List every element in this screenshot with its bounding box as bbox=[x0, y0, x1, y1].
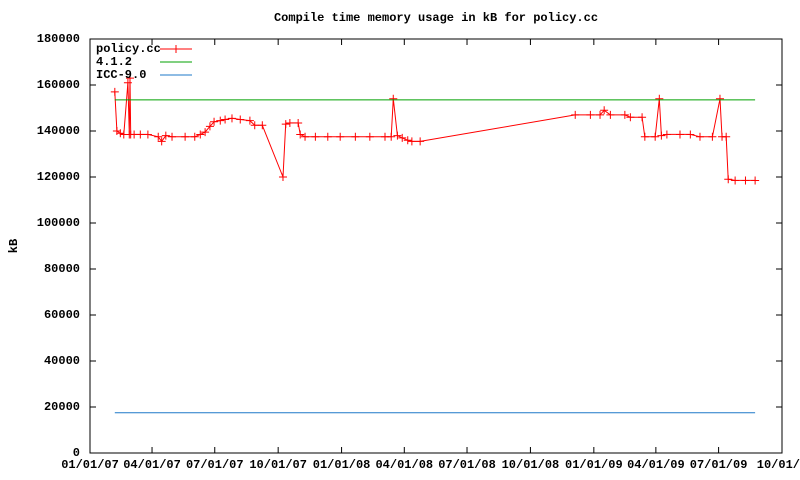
x-tick-label: 10/01/0 bbox=[757, 458, 800, 472]
point-marker bbox=[393, 131, 402, 140]
point-marker bbox=[216, 116, 225, 125]
point-marker bbox=[116, 129, 125, 138]
legend-label: 4.1.2 bbox=[96, 55, 132, 69]
point-marker bbox=[640, 132, 649, 141]
point-marker bbox=[210, 117, 219, 126]
point-marker bbox=[724, 175, 733, 184]
y-tick-label: 120000 bbox=[37, 170, 80, 184]
point-marker bbox=[586, 110, 595, 119]
point-marker bbox=[258, 121, 267, 130]
point-marker bbox=[154, 132, 163, 141]
point-marker bbox=[675, 130, 684, 139]
point-marker bbox=[606, 110, 615, 119]
x-tick-label: 10/01/08 bbox=[502, 458, 560, 472]
point-marker bbox=[722, 132, 731, 141]
point-marker bbox=[143, 130, 152, 139]
point-marker bbox=[311, 132, 320, 141]
series-line bbox=[114, 78, 756, 181]
point-marker bbox=[181, 132, 190, 141]
y-tick-label: 60000 bbox=[44, 308, 80, 322]
x-tick-label: 04/01/09 bbox=[627, 458, 685, 472]
point-marker bbox=[403, 136, 412, 145]
y-tick-label: 80000 bbox=[44, 262, 80, 276]
y-tick-label: 160000 bbox=[37, 78, 80, 92]
point-marker bbox=[751, 176, 760, 185]
point-marker bbox=[278, 173, 287, 181]
point-marker bbox=[741, 176, 750, 185]
point-marker bbox=[296, 130, 305, 139]
point-marker bbox=[571, 110, 580, 119]
point-marker bbox=[110, 87, 119, 96]
y-tick-label: 40000 bbox=[44, 354, 80, 368]
point-marker bbox=[336, 132, 345, 141]
point-marker bbox=[123, 78, 132, 87]
y-tick-label: 20000 bbox=[44, 400, 80, 414]
legend-swatch bbox=[172, 45, 180, 53]
point-marker bbox=[294, 118, 303, 127]
point-marker bbox=[596, 110, 605, 119]
point-marker bbox=[227, 114, 236, 123]
point-marker bbox=[389, 94, 398, 103]
point-marker bbox=[657, 131, 666, 140]
y-tick-label: 0 bbox=[73, 446, 80, 460]
x-tick-label: 10/01/07 bbox=[249, 458, 307, 472]
y-axis-label: kB bbox=[7, 239, 21, 253]
point-marker bbox=[731, 176, 740, 185]
point-marker bbox=[620, 110, 629, 119]
point-marker bbox=[655, 94, 664, 103]
legend-label: policy.cc bbox=[96, 42, 161, 56]
point-marker bbox=[236, 115, 245, 124]
point-marker bbox=[201, 128, 210, 137]
point-marker bbox=[695, 132, 704, 141]
point-marker bbox=[196, 130, 205, 139]
x-tick-label: 07/01/09 bbox=[690, 458, 748, 472]
point-marker bbox=[221, 115, 230, 124]
x-tick-label: 01/01/07 bbox=[61, 458, 119, 472]
point-marker bbox=[190, 132, 199, 141]
point-marker bbox=[398, 133, 407, 142]
point-marker bbox=[686, 130, 695, 139]
point-marker bbox=[638, 113, 647, 122]
x-tick-label: 01/01/09 bbox=[565, 458, 623, 472]
point-marker bbox=[416, 137, 425, 146]
point-marker bbox=[407, 137, 416, 146]
y-tick-label: 100000 bbox=[37, 216, 80, 230]
point-marker bbox=[205, 122, 214, 131]
point-marker bbox=[708, 132, 717, 141]
point-marker bbox=[161, 131, 170, 140]
x-tick-label: 04/01/08 bbox=[375, 458, 433, 472]
point-marker bbox=[245, 116, 254, 125]
legend-label: ICC-9.0 bbox=[96, 68, 146, 82]
x-tick-label: 07/01/08 bbox=[438, 458, 496, 472]
point-marker bbox=[301, 132, 310, 141]
point-marker bbox=[715, 94, 724, 103]
point-marker bbox=[157, 137, 166, 146]
point-marker bbox=[125, 74, 134, 83]
point-marker bbox=[323, 132, 332, 141]
x-tick-label: 04/01/07 bbox=[123, 458, 181, 472]
point-marker bbox=[626, 113, 635, 122]
y-tick-label: 140000 bbox=[37, 124, 80, 138]
y-tick-label: 180000 bbox=[37, 32, 80, 46]
point-marker bbox=[168, 132, 177, 141]
point-marker bbox=[281, 120, 290, 129]
plot-frame bbox=[89, 38, 783, 454]
point-marker bbox=[387, 132, 396, 141]
point-marker bbox=[351, 132, 360, 141]
point-marker bbox=[600, 106, 609, 115]
point-marker bbox=[285, 118, 294, 127]
point-marker bbox=[651, 132, 660, 141]
x-tick-label: 07/01/07 bbox=[186, 458, 244, 472]
x-tick-label: 01/01/08 bbox=[313, 458, 371, 472]
point-marker bbox=[136, 130, 145, 139]
point-marker bbox=[250, 121, 259, 130]
chart-title: Compile time memory usage in kB for poli… bbox=[274, 11, 598, 25]
point-marker bbox=[365, 132, 374, 141]
point-marker bbox=[662, 130, 671, 139]
